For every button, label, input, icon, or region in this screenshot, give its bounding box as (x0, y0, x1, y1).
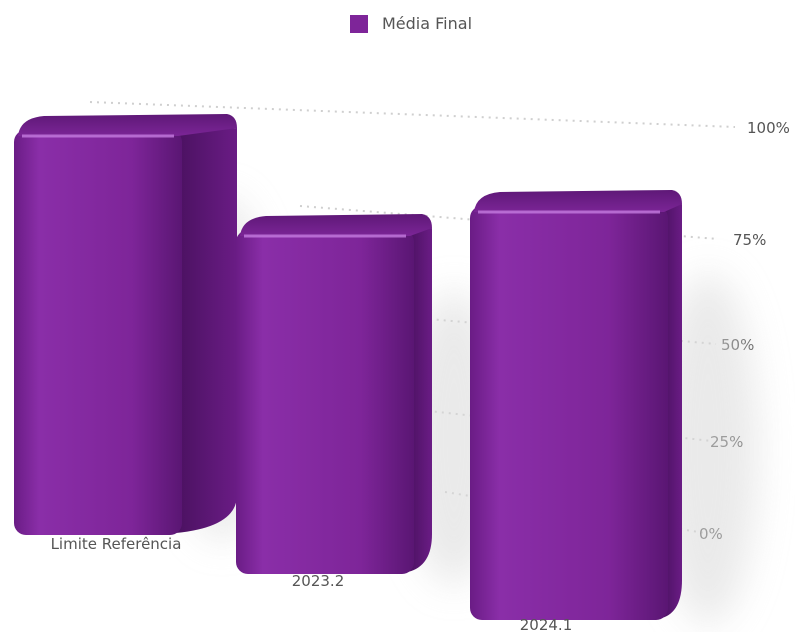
legend-swatch (350, 14, 368, 33)
bar-top-face (240, 214, 432, 236)
bar-top-face (18, 114, 237, 136)
bar-layer (14, 114, 682, 620)
bar-side-face (176, 128, 237, 533)
bar[interactable] (236, 214, 432, 574)
bar-front-face (14, 130, 182, 535)
y-tick-label: 100% (747, 119, 790, 137)
bar-front-face (470, 206, 668, 620)
bar[interactable] (14, 114, 237, 535)
label-layer: Limite Referência 2023.2 2024.1 (51, 535, 573, 632)
bar-top-face (474, 190, 682, 212)
bar-front-face (236, 230, 414, 574)
legend-label: Média Final (382, 14, 473, 33)
chart-legend: Média Final (350, 14, 472, 33)
bar-shadow (658, 273, 758, 625)
x-category-label: 2023.2 (292, 572, 345, 590)
gridline (89, 101, 736, 128)
x-category-label: Limite Referência (51, 535, 182, 553)
bar[interactable] (470, 190, 682, 620)
y-tick-label: 75% (733, 231, 766, 249)
x-category-label: 2024.1 (520, 616, 573, 632)
